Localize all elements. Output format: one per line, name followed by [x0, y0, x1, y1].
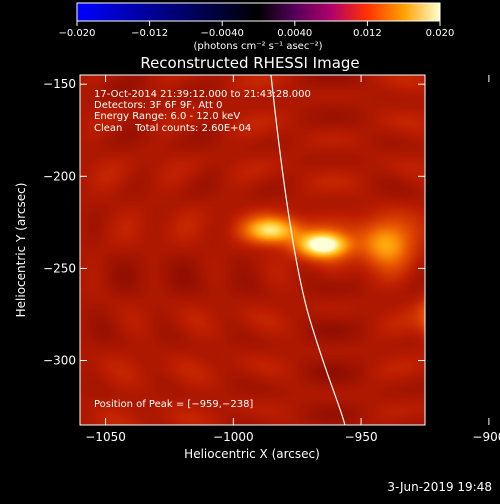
y-tick-label: −300 — [43, 354, 76, 368]
y-tick-label: −200 — [43, 169, 76, 183]
colorbar-tick-label: 0.012 — [353, 28, 382, 39]
x-tick-label: −1050 — [85, 430, 126, 444]
annotation-energy-range: Energy Range: 6.0 - 12.0 keV — [94, 111, 240, 122]
y-axis-label: Heliocentric Y (arcsec) — [14, 183, 28, 318]
x-tick-label: −1000 — [213, 430, 254, 444]
x-tick-label: −900 — [472, 430, 500, 444]
heatmap-image — [80, 75, 425, 425]
colorbar-tick-label: 0.0040 — [277, 28, 312, 39]
x-tick-label: −950 — [345, 430, 378, 444]
colorbar-gradient — [76, 2, 441, 22]
colorbar-tick-label: −0.0040 — [201, 28, 244, 39]
x-axis-label: Heliocentric X (arcsec) — [184, 447, 320, 461]
annotation-time-range: 17-Oct-2014 21:39:12.000 to 21:43:28.000 — [94, 89, 311, 100]
peak-position-label: Position of Peak = [−959,−238] — [94, 399, 253, 410]
annotation-clean-total: Clean Total counts: 2.60E+04 — [94, 123, 251, 134]
annotation-detectors: Detectors: 3F 6F 9F, Att 0 — [94, 100, 222, 111]
y-tick-label: −250 — [43, 261, 76, 275]
colorbar-unit-label: (photons cm⁻² s⁻¹ asec⁻²) — [193, 41, 322, 52]
generation-date: 3-Jun-2019 19:48 — [387, 480, 492, 494]
y-tick-label: −150 — [43, 77, 76, 91]
plot-area: −1050 −1000 −950 −900 −150 −200 −250 −300 17-Oc… — [43, 74, 500, 444]
plot-frame — [79, 74, 426, 426]
solar-limb-curve — [270, 75, 346, 425]
colorbar-tick-label: −0.012 — [131, 28, 168, 39]
chart-title: Reconstructed RHESSI Image — [140, 54, 359, 72]
colorbar-tick-label: −0.020 — [58, 28, 95, 39]
colorbar: −0.020 −0.012 −0.0040 0.0040 0.012 0.020 (pho… — [58, 2, 455, 52]
colorbar-tick-label: 0.020 — [426, 28, 455, 39]
